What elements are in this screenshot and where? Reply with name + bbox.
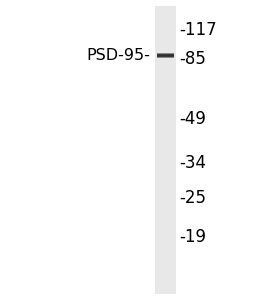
Text: PSD-95-: PSD-95- <box>86 48 150 63</box>
Text: -25: -25 <box>180 189 207 207</box>
Text: -34: -34 <box>180 154 207 172</box>
Text: -117: -117 <box>180 21 217 39</box>
Text: -49: -49 <box>180 110 207 128</box>
Bar <box>157 56 174 57</box>
Text: -85: -85 <box>180 50 207 68</box>
Bar <box>157 54 174 55</box>
Bar <box>157 55 174 56</box>
Bar <box>155 6 176 294</box>
Bar <box>157 53 174 54</box>
Bar <box>157 57 174 58</box>
Text: -19: -19 <box>180 228 207 246</box>
